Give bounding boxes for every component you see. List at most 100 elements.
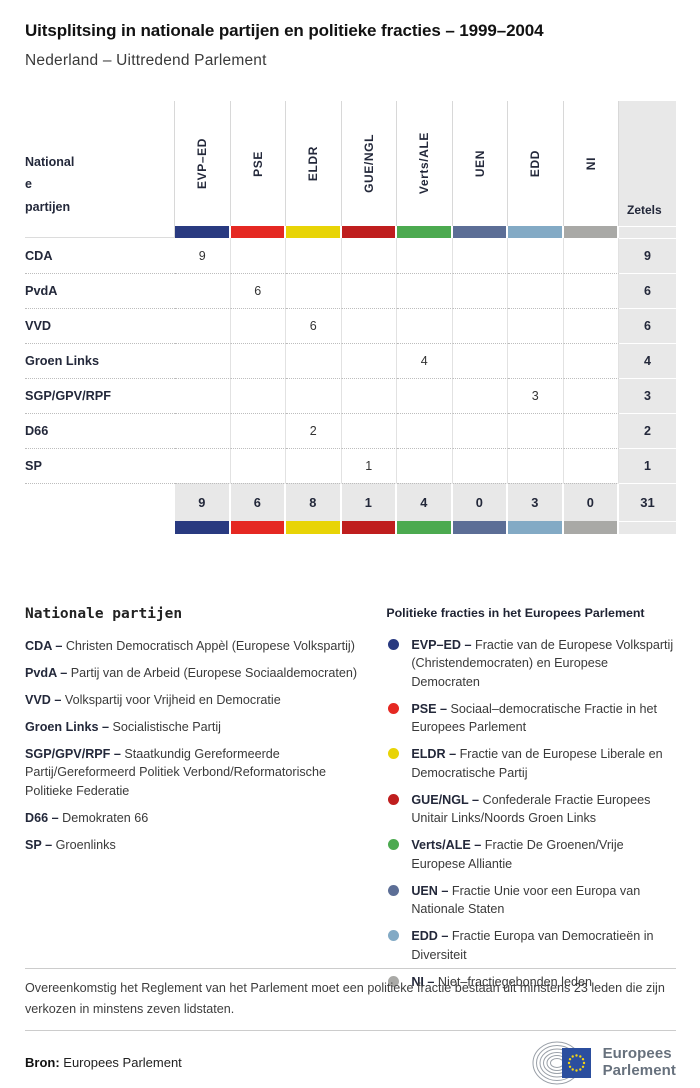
seat-cell [231, 238, 286, 273]
seat-cell [452, 448, 508, 483]
seat-cell [230, 343, 286, 378]
seats-total-cell: 2 [619, 413, 676, 448]
seat-cell [397, 378, 453, 413]
legend-item: SP – Groenlinks [25, 838, 116, 853]
seat-cell [341, 413, 397, 448]
seat-cell [175, 343, 231, 378]
seat-cell [342, 238, 397, 273]
table-row: VVD 6 6 [25, 308, 676, 343]
seat-cell [508, 308, 564, 343]
seats-total-cell: 6 [619, 308, 676, 343]
legend-dot-icon [388, 702, 400, 714]
legend-dot-icon [388, 884, 400, 896]
seat-cell [175, 448, 231, 483]
seat-cell [286, 273, 342, 308]
legend-dot-icon [388, 930, 400, 942]
color-swatch [508, 521, 564, 534]
seat-cell [175, 273, 231, 308]
seat-cell [397, 238, 453, 273]
seat-cell [341, 273, 397, 308]
table-header-row: National e partijen EVP–ED PSE ELDR GUE/… [25, 101, 676, 226]
seat-cell: 1 [341, 448, 397, 483]
total-cell: 0 [452, 483, 508, 521]
legend-item: UEN – Fractie Unie voor een Europa van N… [386, 882, 676, 919]
color-swatch [230, 521, 286, 534]
table-row: SGP/GPV/RPF 3 3 [25, 378, 676, 413]
legend-dot-icon [388, 975, 400, 987]
legend-item: Groen Links – Socialistische Partij [25, 719, 221, 734]
column-color-band [25, 226, 676, 238]
page-subtitle: Nederland – Uittredend Parlement [25, 52, 267, 69]
party-label: D66 [25, 413, 175, 448]
legend-item: EDD – Fractie Europa van Democratieën in… [386, 927, 676, 964]
seat-cell [341, 308, 397, 343]
color-swatch [397, 521, 453, 534]
seat-cell [563, 413, 619, 448]
legend-dot-icon [388, 793, 400, 805]
seat-cell [452, 343, 508, 378]
color-swatch [230, 226, 286, 238]
seat-cell [175, 308, 231, 343]
seat-cell [397, 308, 453, 343]
party-label: SGP/GPV/RPF [25, 378, 175, 413]
seat-cell [230, 308, 286, 343]
total-cell: 4 [397, 483, 453, 521]
seat-cell [508, 238, 564, 273]
column-header: EVP–ED [175, 101, 231, 226]
seat-cell [563, 448, 619, 483]
footer: Overeenkomstig het Reglement van het Par… [25, 968, 676, 1087]
column-header: NI [564, 101, 619, 226]
divider [25, 1029, 676, 1031]
table-row: SP 1 1 [25, 448, 676, 483]
seat-cell [286, 343, 342, 378]
table-row: PvdA 6 6 [25, 273, 676, 308]
divider [25, 968, 676, 969]
color-swatch [175, 521, 231, 534]
seat-cell [452, 273, 508, 308]
seats-total-cell: 4 [619, 343, 676, 378]
seat-cell [563, 308, 619, 343]
color-swatch [341, 521, 397, 534]
table-row: CDA 9 9 [25, 238, 676, 273]
seats-total-cell: 9 [619, 238, 676, 273]
seat-cell [563, 343, 619, 378]
totals-row: 9 6 8 1 4 0 3 0 31 [25, 483, 676, 521]
seat-cell [508, 343, 564, 378]
legend-dot-icon [388, 639, 400, 650]
seats-total-cell: 3 [619, 378, 676, 413]
seat-cell [286, 238, 342, 273]
seat-cell [230, 378, 286, 413]
party-label: CDA [25, 248, 53, 263]
party-label: SP [25, 448, 175, 483]
seat-cell [286, 378, 342, 413]
total-cell: 3 [508, 483, 564, 521]
seats-column-header: Zetels [619, 101, 676, 226]
color-swatch [341, 226, 397, 238]
seat-cell [563, 273, 619, 308]
legend-dot-icon [388, 748, 400, 760]
seat-cell [397, 448, 453, 483]
legend-item: NI – Niet–fractiegebonden leden [386, 973, 676, 991]
fractions-legend: Politieke fracties in het Europees Parle… [386, 606, 676, 1000]
legend-item: PSE – Sociaal–democratische Fractie in h… [386, 700, 676, 737]
grand-total-cell: 31 [619, 483, 676, 521]
european-parliament-logo: Europees Parlement [532, 1039, 676, 1087]
party-label: Groen Links [25, 343, 175, 378]
seat-cell: 6 [230, 273, 286, 308]
seat-cell [397, 413, 453, 448]
color-swatch [175, 226, 231, 238]
legend-item: Verts/ALE – Fractie De Groenen/Vrije Eur… [386, 836, 676, 873]
seat-cell [286, 448, 342, 483]
total-cell: 9 [175, 483, 231, 521]
column-color-band-bottom [25, 521, 676, 534]
column-header: GUE/NGL [342, 101, 397, 226]
seat-cell [508, 448, 564, 483]
seat-cell [175, 378, 231, 413]
seat-cell [453, 238, 508, 273]
legend-item: PvdA – Partij van de Arbeid (Europese So… [25, 665, 358, 680]
hemicycle-icon [532, 1041, 591, 1085]
seat-cell [175, 413, 231, 448]
logo-text: Europees Parlement [602, 1045, 676, 1079]
seat-cell: 2 [286, 413, 342, 448]
color-swatch [397, 226, 453, 238]
